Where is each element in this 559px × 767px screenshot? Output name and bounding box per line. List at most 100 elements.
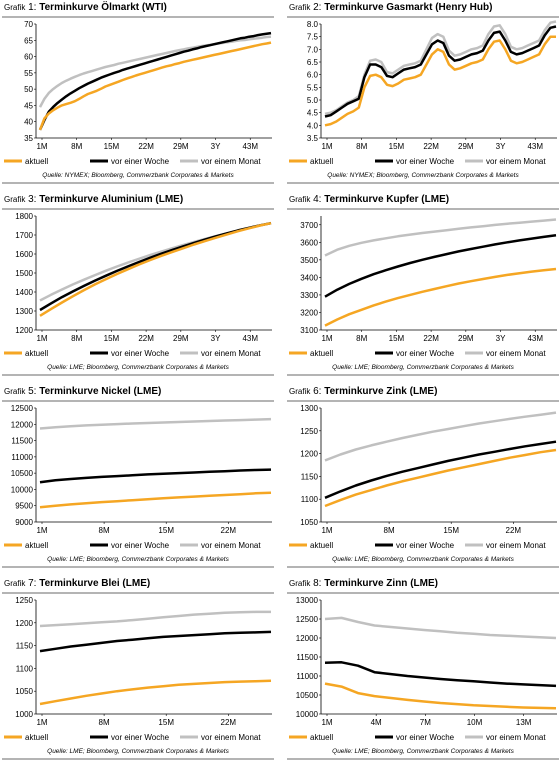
chart-title-prefix: Grafik bbox=[4, 579, 26, 588]
series-line-aktuell bbox=[324, 448, 557, 508]
chart-svg: 9000 9500 10000 10500 11000 11500 12000 12500 1M… bbox=[4, 404, 272, 550]
chart-title: Grafik 2: Terminkurve Gasmarkt (Henry Hu… bbox=[289, 2, 492, 13]
x-tick-label: 43M bbox=[527, 142, 543, 151]
chart-source: Quelle: LME; Bloomberg, Commerzbank Corp… bbox=[47, 748, 229, 755]
y-tick-label: 3600 bbox=[300, 238, 318, 247]
y-tick-label: 1150 bbox=[301, 472, 319, 481]
x-tick-label: 43M bbox=[527, 334, 543, 343]
y-tick-label: 1150 bbox=[16, 642, 34, 651]
chart-source: Quelle: NYMEX; Bloomberg, Commerzbank Co… bbox=[327, 172, 519, 179]
chart-title-number: 1: bbox=[28, 2, 37, 13]
series-line-woche bbox=[39, 630, 272, 653]
y-tick-label: 13000 bbox=[296, 596, 319, 605]
x-tick-label: 15M bbox=[158, 526, 174, 535]
y-tick-label: 10000 bbox=[11, 485, 34, 494]
y-tick-label: 9000 bbox=[15, 518, 33, 527]
chart-title-number: 4: bbox=[313, 194, 322, 205]
chart-title: Grafik 6: Terminkurve Zink (LME) bbox=[289, 386, 437, 397]
y-tick-label: 3700 bbox=[300, 221, 318, 230]
chart-source: Quelle: LME; Bloomberg, Commerzbank Corp… bbox=[47, 364, 229, 371]
y-tick-label: 1700 bbox=[15, 231, 33, 240]
x-tick-label: 3Y bbox=[496, 142, 506, 151]
chart-title-text: Terminkurve Blei (LME) bbox=[39, 578, 151, 589]
x-tick-label: 15M bbox=[158, 718, 174, 727]
x-tick-label: 8M bbox=[99, 526, 110, 535]
y-tick-label: 1500 bbox=[15, 269, 33, 278]
bottom-rule bbox=[2, 758, 274, 760]
chart-panel-7: Grafik 7: Terminkurve Blei (LME) 1000 105… bbox=[2, 576, 274, 764]
bottom-rule bbox=[287, 374, 559, 376]
legend-label: aktuell bbox=[310, 157, 333, 166]
chart-title-text: Terminkurve Nickel (LME) bbox=[39, 386, 162, 397]
y-tick-label: 65 bbox=[24, 36, 33, 45]
y-tick-label: 40 bbox=[24, 118, 33, 127]
series-line-aktuell bbox=[324, 267, 557, 327]
y-tick-label: 1050 bbox=[15, 687, 33, 696]
series-line-monat bbox=[324, 411, 557, 462]
y-tick-label: 3400 bbox=[300, 273, 318, 282]
series-line-aktuell bbox=[38, 41, 272, 131]
legend-label: vor einer Woche bbox=[111, 157, 170, 166]
x-tick-label: 22M bbox=[221, 526, 237, 535]
y-tick-label: 60 bbox=[24, 53, 33, 62]
x-tick-label: 8M bbox=[356, 334, 367, 343]
chart-svg: 1200 1300 1400 1500 1600 1700 1800 1M 8M 15M 22M 29… bbox=[4, 212, 272, 358]
chart-title-prefix: Grafik bbox=[4, 387, 26, 396]
y-tick-label: 11500 bbox=[11, 437, 33, 446]
chart-title-prefix: Grafik bbox=[289, 579, 311, 588]
y-tick-label: 7.5 bbox=[307, 33, 319, 42]
legend-label: aktuell bbox=[25, 349, 48, 358]
series-line-monat bbox=[39, 221, 272, 302]
x-tick-label: 13M bbox=[516, 718, 532, 727]
chart-panel-2: Grafik 2: Terminkurve Gasmarkt (Henry Hu… bbox=[287, 0, 559, 188]
chart-title-text: Terminkurve Ölmarkt (WTI) bbox=[39, 2, 167, 13]
x-tick-label: 3Y bbox=[211, 334, 221, 343]
chart-panel-6: Grafik 6: Terminkurve Zink (LME) 1050 110… bbox=[287, 384, 559, 572]
series-line-woche bbox=[324, 25, 557, 118]
y-tick-label: 5.5 bbox=[307, 83, 319, 92]
y-tick-label: 1300 bbox=[300, 404, 318, 413]
chart-svg: 35 40 45 50 55 60 65 70 1M 8M 15M 22M 29M 3Y 43M aktuel… bbox=[4, 20, 272, 166]
chart-title-prefix: Grafik bbox=[4, 3, 26, 12]
bottom-rule bbox=[2, 182, 274, 184]
x-tick-label: 8M bbox=[384, 526, 395, 535]
x-tick-label: 1M bbox=[36, 718, 47, 727]
legend-label: vor einem Monat bbox=[486, 733, 546, 742]
x-tick-label: 1M bbox=[321, 142, 332, 151]
top-rule bbox=[2, 16, 274, 18]
chart-panel-5: Grafik 5: Terminkurve Nickel (LME) 9000 9… bbox=[2, 384, 274, 572]
y-tick-label: 1400 bbox=[15, 288, 33, 297]
legend-label: vor einem Monat bbox=[486, 541, 546, 550]
y-tick-label: 4.0 bbox=[307, 121, 319, 130]
y-tick-label: 1800 bbox=[15, 212, 33, 221]
y-tick-label: 1100 bbox=[301, 495, 319, 504]
x-tick-label: 15M bbox=[104, 142, 120, 151]
chart-title-text: Terminkurve Aluminium (LME) bbox=[39, 194, 184, 205]
x-tick-label: 3Y bbox=[211, 142, 221, 151]
chart-title: Grafik 3: Terminkurve Aluminium (LME) bbox=[4, 194, 183, 205]
x-tick-label: 29M bbox=[173, 142, 189, 151]
chart-svg: 1000 1050 1100 1150 1200 1250 1M 8M 15M 22M aktuel… bbox=[4, 596, 272, 742]
y-tick-label: 3200 bbox=[300, 308, 318, 317]
chart-panel-4: Grafik 4: Terminkurve Kupfer (LME) 3100 3… bbox=[287, 192, 559, 380]
chart-title-number: 8: bbox=[313, 578, 322, 589]
chart-svg: 10000 10500 11000 11500 12000 12500 13000 1M 4M 7… bbox=[289, 596, 557, 742]
legend-label: aktuell bbox=[25, 157, 48, 166]
series-line-aktuell bbox=[39, 221, 272, 317]
y-tick-label: 11000 bbox=[296, 672, 318, 681]
chart-title-text: Terminkurve Zinn (LME) bbox=[324, 578, 438, 589]
x-tick-label: 29M bbox=[458, 334, 474, 343]
x-tick-label: 8M bbox=[71, 142, 82, 151]
bottom-rule bbox=[287, 182, 559, 184]
legend-label: aktuell bbox=[25, 541, 48, 550]
chart-title-number: 7: bbox=[28, 578, 37, 589]
x-tick-label: 22M bbox=[138, 334, 154, 343]
x-tick-label: 10M bbox=[467, 718, 483, 727]
series-line-woche bbox=[38, 31, 272, 131]
x-tick-label: 8M bbox=[99, 718, 110, 727]
series-line-aktuell bbox=[39, 491, 272, 509]
y-tick-label: 3300 bbox=[300, 291, 318, 300]
y-tick-label: 11500 bbox=[296, 653, 318, 662]
legend-label: vor einem Monat bbox=[486, 157, 546, 166]
y-tick-label: 7.0 bbox=[307, 45, 319, 54]
